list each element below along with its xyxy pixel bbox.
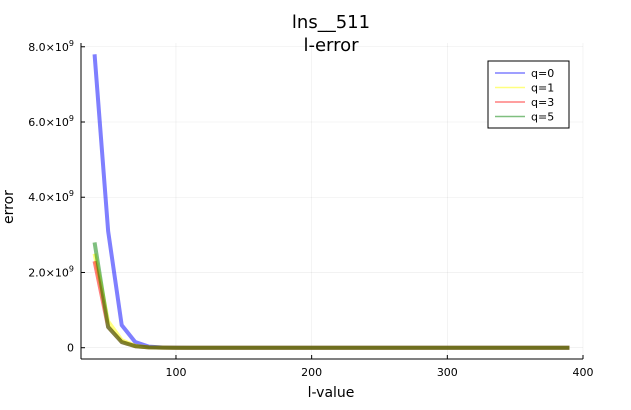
legend-label: q=5: [531, 111, 554, 124]
x-axis-label: l-value: [308, 385, 355, 401]
series-line-q1: [92, 253, 570, 350]
chart-title: lns__511: [292, 12, 370, 33]
x-tick-label: 200: [301, 366, 322, 379]
y-tick-label: 4.0×109: [28, 189, 74, 204]
series-line-q3: [92, 260, 570, 350]
legend-label: q=0: [531, 67, 554, 80]
y-tick-label: 2.0×109: [28, 264, 74, 279]
axes: 100 200 300 400 0 2.0×109 4.0×109 6.0×109 8.0×10…: [28, 39, 593, 379]
series-group: [92, 54, 570, 350]
x-tick-label: 100: [165, 366, 186, 379]
x-tick-label: 400: [573, 366, 594, 379]
legend-label: q=1: [531, 82, 554, 95]
y-axis-label: error: [1, 190, 17, 224]
y-tick-label: 6.0×109: [28, 114, 74, 129]
legend: q=0 q=1q=3 q=5: [487, 60, 570, 129]
y-tick-label: 8.0×109: [28, 39, 74, 54]
chart-subtitle: l-error: [303, 35, 359, 56]
x-tick-label: 300: [437, 366, 458, 379]
legend-box: [487, 60, 570, 129]
y-tick-label: 0: [67, 342, 74, 355]
series-line-q5: [92, 242, 570, 350]
legend-label: q=3: [531, 96, 554, 109]
